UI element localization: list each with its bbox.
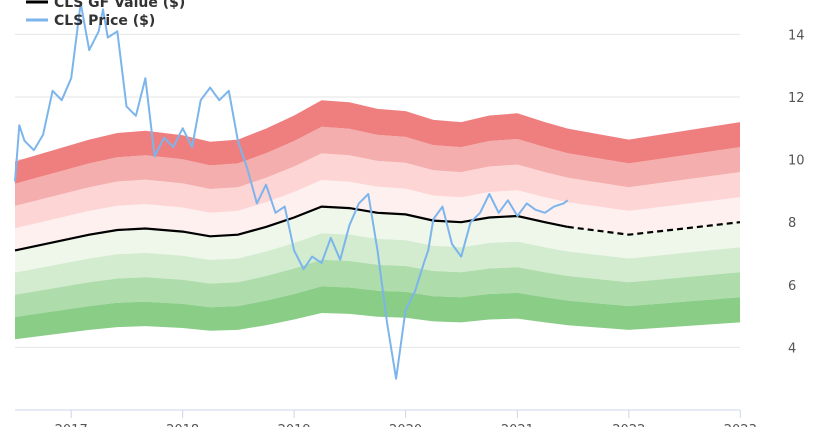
band-lower-4 (15, 286, 740, 340)
y-tick-label: 6 (788, 279, 796, 294)
legend-gf-value-label[interactable]: CLS GF Value ($) (54, 0, 185, 11)
band-upper-4 (15, 100, 740, 184)
band-lower-3 (15, 259, 740, 317)
gf-value-line (14, 205, 569, 252)
x-tick-label: 2018 (166, 423, 199, 427)
y-tick-label: 12 (788, 91, 805, 106)
band-upper-2 (15, 153, 740, 229)
band-lower-1 (15, 206, 740, 273)
band-upper-3 (15, 126, 740, 206)
legend[interactable]: CLS GF Value ($) CLS Price ($) (26, 0, 185, 29)
x-tick-label: 2022 (612, 423, 645, 427)
y-tick-label: 14 (788, 28, 805, 43)
x-tick-label: 2020 (389, 423, 422, 427)
y-tick-label: 10 (788, 154, 805, 169)
y-tick-label: 4 (788, 341, 796, 356)
legend-price-label[interactable]: CLS Price ($) (54, 13, 155, 29)
band-lower-2 (15, 233, 740, 295)
series-lines (14, 2, 741, 380)
x-tick-label: 2023 (724, 423, 757, 427)
y-tick-label: 8 (788, 216, 796, 231)
value-bands (15, 100, 740, 340)
price-line (14, 2, 569, 380)
x-tick-label: 2017 (55, 423, 88, 427)
gf-value-forecast-line (567, 221, 741, 236)
axes: 4 6 8 10 12 14 2017 2018 2019 2020 2021 2022 2023 (15, 28, 805, 427)
x-tick-label: 2019 (278, 423, 311, 427)
band-upper-1 (15, 180, 740, 251)
x-tick-label: 2021 (501, 423, 534, 427)
